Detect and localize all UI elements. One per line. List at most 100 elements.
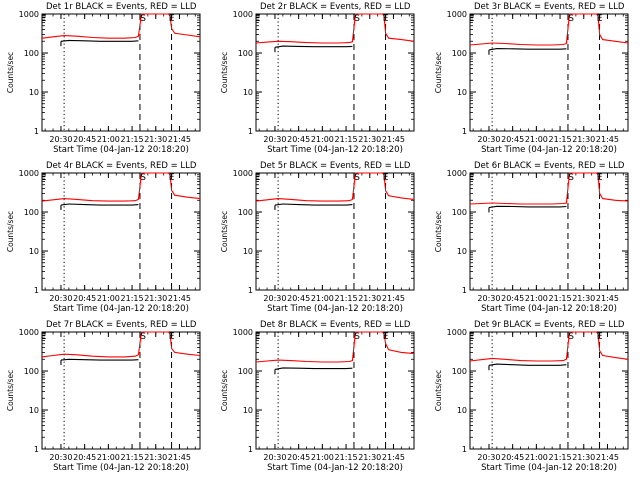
marker-s: S bbox=[568, 332, 574, 342]
lld-series-line bbox=[41, 172, 201, 202]
x-tick-label: 20:45 bbox=[73, 294, 96, 303]
plot-frame bbox=[41, 13, 201, 132]
y-axis-label: Counts/sec bbox=[220, 211, 229, 252]
marker-e: E bbox=[469, 14, 475, 24]
y-axis-label: Counts/sec bbox=[6, 211, 15, 252]
y-tick-label: 100 bbox=[24, 367, 39, 376]
y-tick-label: 100 bbox=[24, 208, 39, 217]
y-tick-label: 1 bbox=[248, 445, 253, 454]
x-tick-label: 21:30 bbox=[144, 135, 167, 144]
lld-series-line bbox=[469, 13, 629, 46]
x-tick-label: 21:15 bbox=[121, 294, 144, 303]
marker-s: S bbox=[140, 332, 146, 342]
x-tick-label: 21:00 bbox=[97, 453, 120, 462]
x-tick-label: 21:15 bbox=[335, 135, 358, 144]
x-tick-label: 21:45 bbox=[168, 294, 191, 303]
marker-e: E bbox=[255, 332, 261, 342]
x-tick-label: 21:00 bbox=[311, 135, 334, 144]
x-tick-label: 21:15 bbox=[121, 453, 144, 462]
x-tick-label: 21:15 bbox=[549, 135, 572, 144]
x-tick-label: 21:45 bbox=[596, 294, 619, 303]
plot-frame bbox=[469, 172, 629, 291]
y-tick-label: 10 bbox=[457, 88, 467, 97]
x-tick-label: 21:15 bbox=[335, 453, 358, 462]
events-series-line bbox=[60, 358, 139, 361]
x-tick-label: 20:45 bbox=[73, 453, 96, 462]
y-tick-label: 1 bbox=[462, 127, 467, 136]
chart-panel: Det 2r BLACK = Events, RED = LLD 1 10 100 10… bbox=[220, 2, 415, 155]
y-tick-label: 10 bbox=[29, 88, 39, 97]
y-tick-label: 1 bbox=[248, 127, 253, 136]
y-axis-label: Counts/sec bbox=[220, 370, 229, 411]
y-tick-label: 100 bbox=[238, 208, 253, 217]
x-tick-label: 21:45 bbox=[382, 453, 405, 462]
events-series-line bbox=[274, 367, 353, 370]
x-tick-label: 21:45 bbox=[168, 453, 191, 462]
chart-panel: Det 9r BLACK = Events, RED = LLD 1 10 100 10… bbox=[434, 320, 629, 473]
x-tick-label: 21:45 bbox=[596, 453, 619, 462]
y-tick-label: 1 bbox=[462, 445, 467, 454]
x-tick-label: 21:00 bbox=[525, 294, 548, 303]
x-tick-label: 21:15 bbox=[335, 294, 358, 303]
events-series-line bbox=[488, 363, 567, 366]
lld-series-line bbox=[41, 13, 201, 39]
lld-series-line bbox=[255, 331, 415, 363]
y-tick-label: 10 bbox=[243, 88, 253, 97]
marker-e: E bbox=[597, 332, 603, 342]
x-tick-label: 20:30 bbox=[49, 294, 72, 303]
x-tick-label: 20:45 bbox=[501, 294, 524, 303]
x-tick-label: 20:45 bbox=[287, 294, 310, 303]
panel-title: Det 4r BLACK = Events, RED = LLD bbox=[46, 161, 197, 171]
chart-panel: Det 3r BLACK = Events, RED = LLD 1 10 100 10… bbox=[434, 2, 629, 155]
panel-title: Det 9r BLACK = Events, RED = LLD bbox=[474, 320, 625, 330]
y-tick-label: 10 bbox=[29, 406, 39, 415]
plot-frame bbox=[255, 13, 415, 132]
x-axis-label: Start Time (04-Jan-12 20:18:20) bbox=[53, 145, 189, 155]
y-tick-label: 1000 bbox=[233, 169, 253, 178]
y-axis-label: Counts/sec bbox=[220, 52, 229, 93]
x-tick-label: 20:30 bbox=[263, 294, 286, 303]
y-axis-label: Counts/sec bbox=[6, 370, 15, 411]
x-tick-label: 21:30 bbox=[572, 294, 595, 303]
panel-title: Det 1r BLACK = Events, RED = LLD bbox=[46, 2, 197, 12]
chart-panel: Det 1r BLACK = Events, RED = LLD 1 10 100 10… bbox=[6, 2, 201, 155]
y-tick-label: 1000 bbox=[233, 10, 253, 19]
x-tick-label: 20:45 bbox=[501, 135, 524, 144]
y-tick-label: 1000 bbox=[447, 10, 467, 19]
lld-series-line bbox=[469, 172, 629, 205]
y-tick-label: 100 bbox=[452, 49, 467, 58]
marker-e: E bbox=[383, 332, 389, 342]
lld-series-line bbox=[469, 331, 629, 362]
y-tick-label: 10 bbox=[243, 247, 253, 256]
x-tick-label: 21:30 bbox=[358, 135, 381, 144]
marker-s: S bbox=[568, 173, 574, 183]
plot-frame bbox=[41, 331, 201, 450]
x-tick-label: 20:30 bbox=[49, 453, 72, 462]
y-axis-label: Counts/sec bbox=[434, 370, 443, 411]
x-tick-label: 20:45 bbox=[73, 135, 96, 144]
y-tick-label: 100 bbox=[452, 367, 467, 376]
marker-e: E bbox=[383, 173, 389, 183]
panel-title: Det 3r BLACK = Events, RED = LLD bbox=[474, 2, 625, 12]
chart-panel: Det 8r BLACK = Events, RED = LLD 1 10 100 10… bbox=[220, 320, 415, 473]
x-tick-label: 21:00 bbox=[311, 294, 334, 303]
marker-s: S bbox=[568, 14, 574, 24]
plot-frame bbox=[41, 172, 201, 291]
marker-e: E bbox=[169, 14, 175, 24]
lld-series-line bbox=[41, 331, 201, 358]
panel-title: Det 6r BLACK = Events, RED = LLD bbox=[474, 161, 625, 171]
y-tick-label: 100 bbox=[452, 208, 467, 217]
marker-e: E bbox=[597, 14, 603, 24]
x-tick-label: 21:45 bbox=[382, 135, 405, 144]
x-tick-label: 21:15 bbox=[121, 135, 144, 144]
y-tick-label: 1 bbox=[462, 286, 467, 295]
x-tick-label: 20:30 bbox=[263, 453, 286, 462]
y-tick-label: 100 bbox=[238, 49, 253, 58]
y-tick-label: 1000 bbox=[233, 328, 253, 337]
marker-e: E bbox=[383, 14, 389, 24]
marker-s: S bbox=[140, 173, 146, 183]
panel-title: Det 7r BLACK = Events, RED = LLD bbox=[46, 320, 197, 330]
y-axis-label: Counts/sec bbox=[6, 52, 15, 93]
lld-series-line bbox=[255, 172, 415, 202]
x-tick-label: 21:15 bbox=[549, 453, 572, 462]
